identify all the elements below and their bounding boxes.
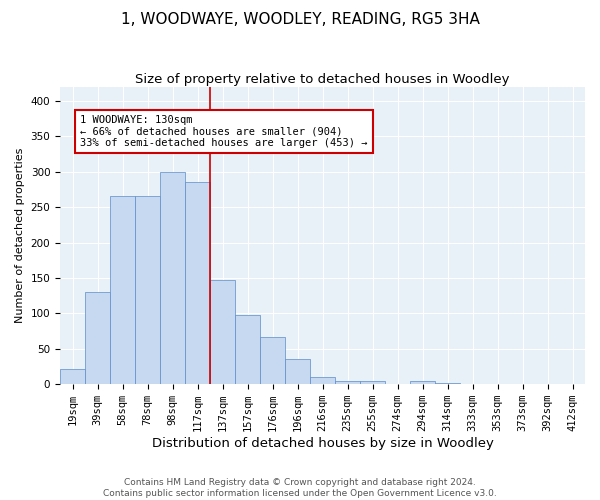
Bar: [335, 380, 360, 384]
Bar: [135, 196, 160, 384]
Bar: [410, 380, 435, 384]
Bar: [235, 315, 260, 384]
Bar: [310, 377, 335, 384]
Title: Size of property relative to detached houses in Woodley: Size of property relative to detached ho…: [135, 72, 510, 86]
Bar: [210, 280, 235, 384]
Bar: [360, 382, 385, 384]
Bar: [185, 182, 210, 384]
Bar: [285, 358, 310, 384]
Text: 1 WOODWAYE: 130sqm
← 66% of detached houses are smaller (904)
33% of semi-detach: 1 WOODWAYE: 130sqm ← 66% of detached hou…: [80, 115, 368, 148]
Text: 1, WOODWAYE, WOODLEY, READING, RG5 3HA: 1, WOODWAYE, WOODLEY, READING, RG5 3HA: [121, 12, 479, 28]
Bar: [160, 172, 185, 384]
Text: Contains HM Land Registry data © Crown copyright and database right 2024.
Contai: Contains HM Land Registry data © Crown c…: [103, 478, 497, 498]
Bar: [60, 368, 85, 384]
X-axis label: Distribution of detached houses by size in Woodley: Distribution of detached houses by size …: [152, 437, 493, 450]
Bar: [435, 383, 460, 384]
Bar: [260, 338, 285, 384]
Bar: [110, 196, 135, 384]
Bar: [85, 292, 110, 384]
Y-axis label: Number of detached properties: Number of detached properties: [15, 148, 25, 323]
